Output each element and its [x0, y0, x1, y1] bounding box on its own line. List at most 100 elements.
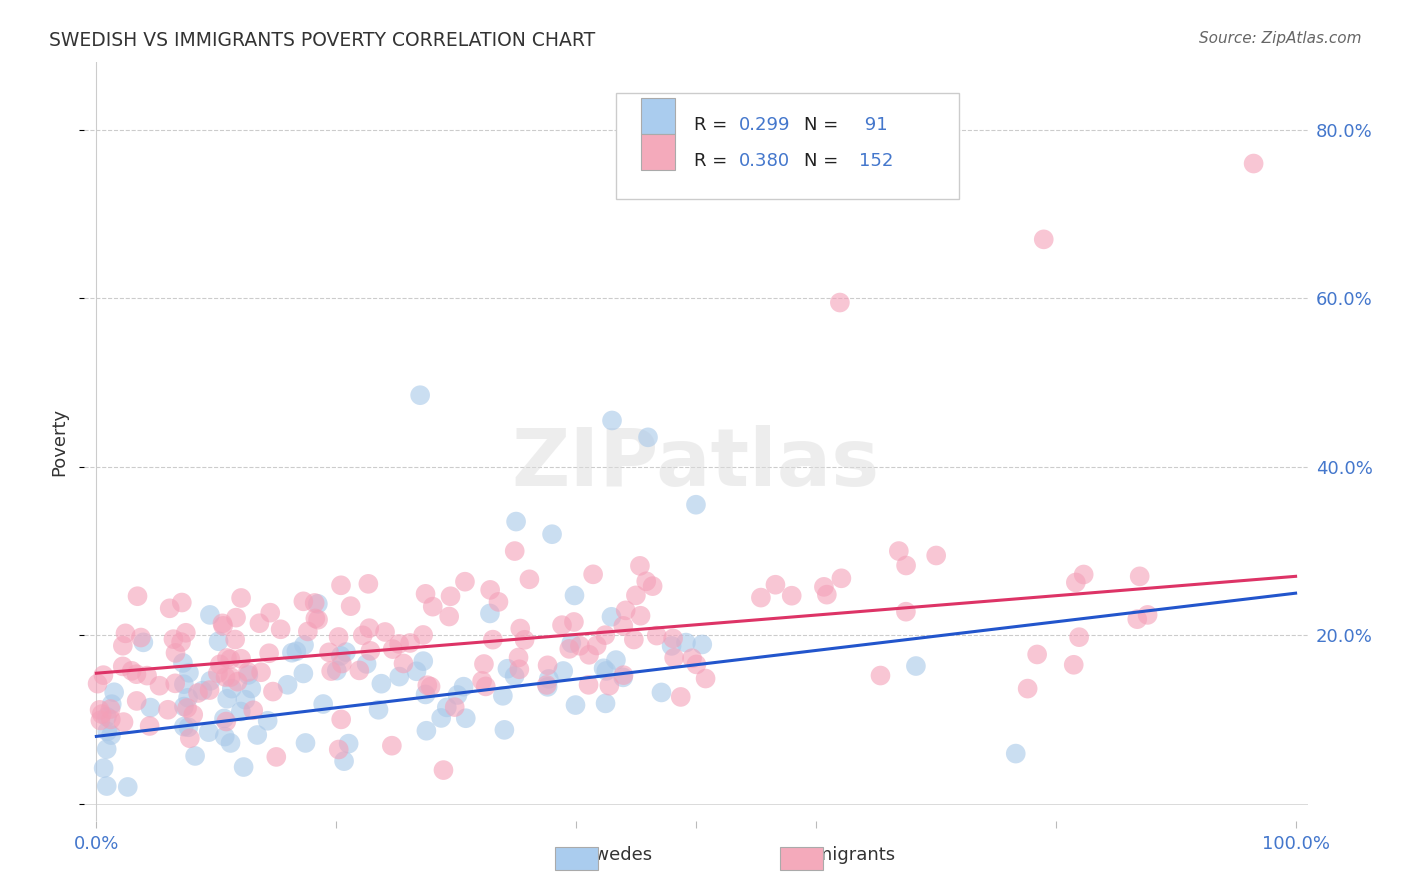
Point: [564, 589, 586, 603]
Point: [117, 780, 139, 794]
Point: [173, 720, 195, 734]
Point: [250, 665, 273, 680]
Point: [600, 413, 623, 427]
Point: [208, 657, 231, 672]
Point: [430, 711, 453, 725]
Point: [233, 692, 256, 706]
Point: [219, 652, 242, 666]
Point: [509, 622, 531, 636]
Point: [562, 615, 585, 629]
Point: [578, 678, 600, 692]
Point: [111, 639, 134, 653]
Point: [232, 760, 254, 774]
Point: [125, 694, 148, 708]
Point: [595, 697, 617, 711]
Point: [236, 665, 259, 679]
Point: [1136, 607, 1159, 622]
Point: [121, 664, 143, 678]
Point: [443, 700, 465, 714]
Point: [894, 605, 917, 619]
Point: [304, 611, 326, 625]
Point: [112, 715, 135, 730]
Point: [551, 618, 574, 632]
Point: [198, 607, 221, 622]
Point: [595, 664, 617, 678]
Point: [612, 668, 634, 682]
Point: [568, 639, 591, 653]
Point: [148, 679, 170, 693]
Point: [612, 619, 634, 633]
Point: [553, 664, 575, 678]
Point: [367, 703, 389, 717]
Point: [356, 657, 378, 671]
Point: [221, 681, 243, 696]
Point: [381, 642, 404, 657]
Point: [136, 668, 159, 682]
Point: [349, 664, 371, 678]
Point: [337, 737, 360, 751]
Point: [513, 632, 536, 647]
Point: [1073, 567, 1095, 582]
Point: [207, 666, 229, 681]
Point: [813, 580, 835, 594]
Y-axis label: Poverty: Poverty: [51, 408, 69, 475]
Point: [217, 691, 239, 706]
Text: Swedes: Swedes: [583, 846, 654, 863]
Text: 0.299: 0.299: [738, 116, 790, 135]
Point: [191, 683, 214, 698]
Point: [297, 624, 319, 639]
Point: [416, 678, 439, 692]
Point: [904, 659, 927, 673]
Point: [519, 572, 541, 586]
Point: [1126, 612, 1149, 626]
Point: [661, 639, 683, 653]
Point: [292, 666, 315, 681]
Point: [247, 616, 270, 631]
Point: [177, 665, 200, 680]
Text: Immigrants: Immigrants: [792, 846, 896, 863]
Point: [765, 578, 787, 592]
Text: N =: N =: [804, 152, 844, 170]
Point: [165, 676, 187, 690]
Point: [89, 703, 111, 717]
Point: [225, 610, 247, 624]
Point: [479, 582, 502, 597]
Point: [582, 567, 605, 582]
Point: [560, 636, 582, 650]
Point: [623, 632, 645, 647]
Point: [214, 670, 236, 684]
Bar: [641, 98, 675, 135]
Point: [454, 711, 477, 725]
Point: [173, 677, 195, 691]
Point: [685, 498, 707, 512]
Point: [132, 635, 155, 649]
Point: [170, 595, 193, 609]
Point: [219, 670, 242, 684]
Point: [494, 723, 516, 737]
Point: [503, 669, 526, 683]
Point: [198, 683, 221, 698]
Point: [541, 527, 564, 541]
Point: [159, 601, 181, 615]
Point: [585, 639, 607, 653]
Point: [100, 697, 122, 711]
Point: [329, 648, 352, 663]
Text: N =: N =: [804, 116, 844, 135]
Point: [1032, 232, 1054, 246]
Point: [1026, 648, 1049, 662]
Point: [328, 742, 350, 756]
Point: [894, 558, 917, 573]
Point: [815, 588, 838, 602]
Text: R =: R =: [693, 152, 733, 170]
Point: [419, 680, 441, 694]
Point: [200, 673, 222, 688]
Point: [127, 589, 149, 603]
Point: [330, 578, 353, 592]
Point: [177, 720, 200, 734]
Point: [685, 657, 707, 672]
Point: [304, 596, 326, 610]
Point: [242, 703, 264, 717]
Point: [1017, 681, 1039, 696]
Point: [415, 587, 437, 601]
Point: [662, 650, 685, 665]
